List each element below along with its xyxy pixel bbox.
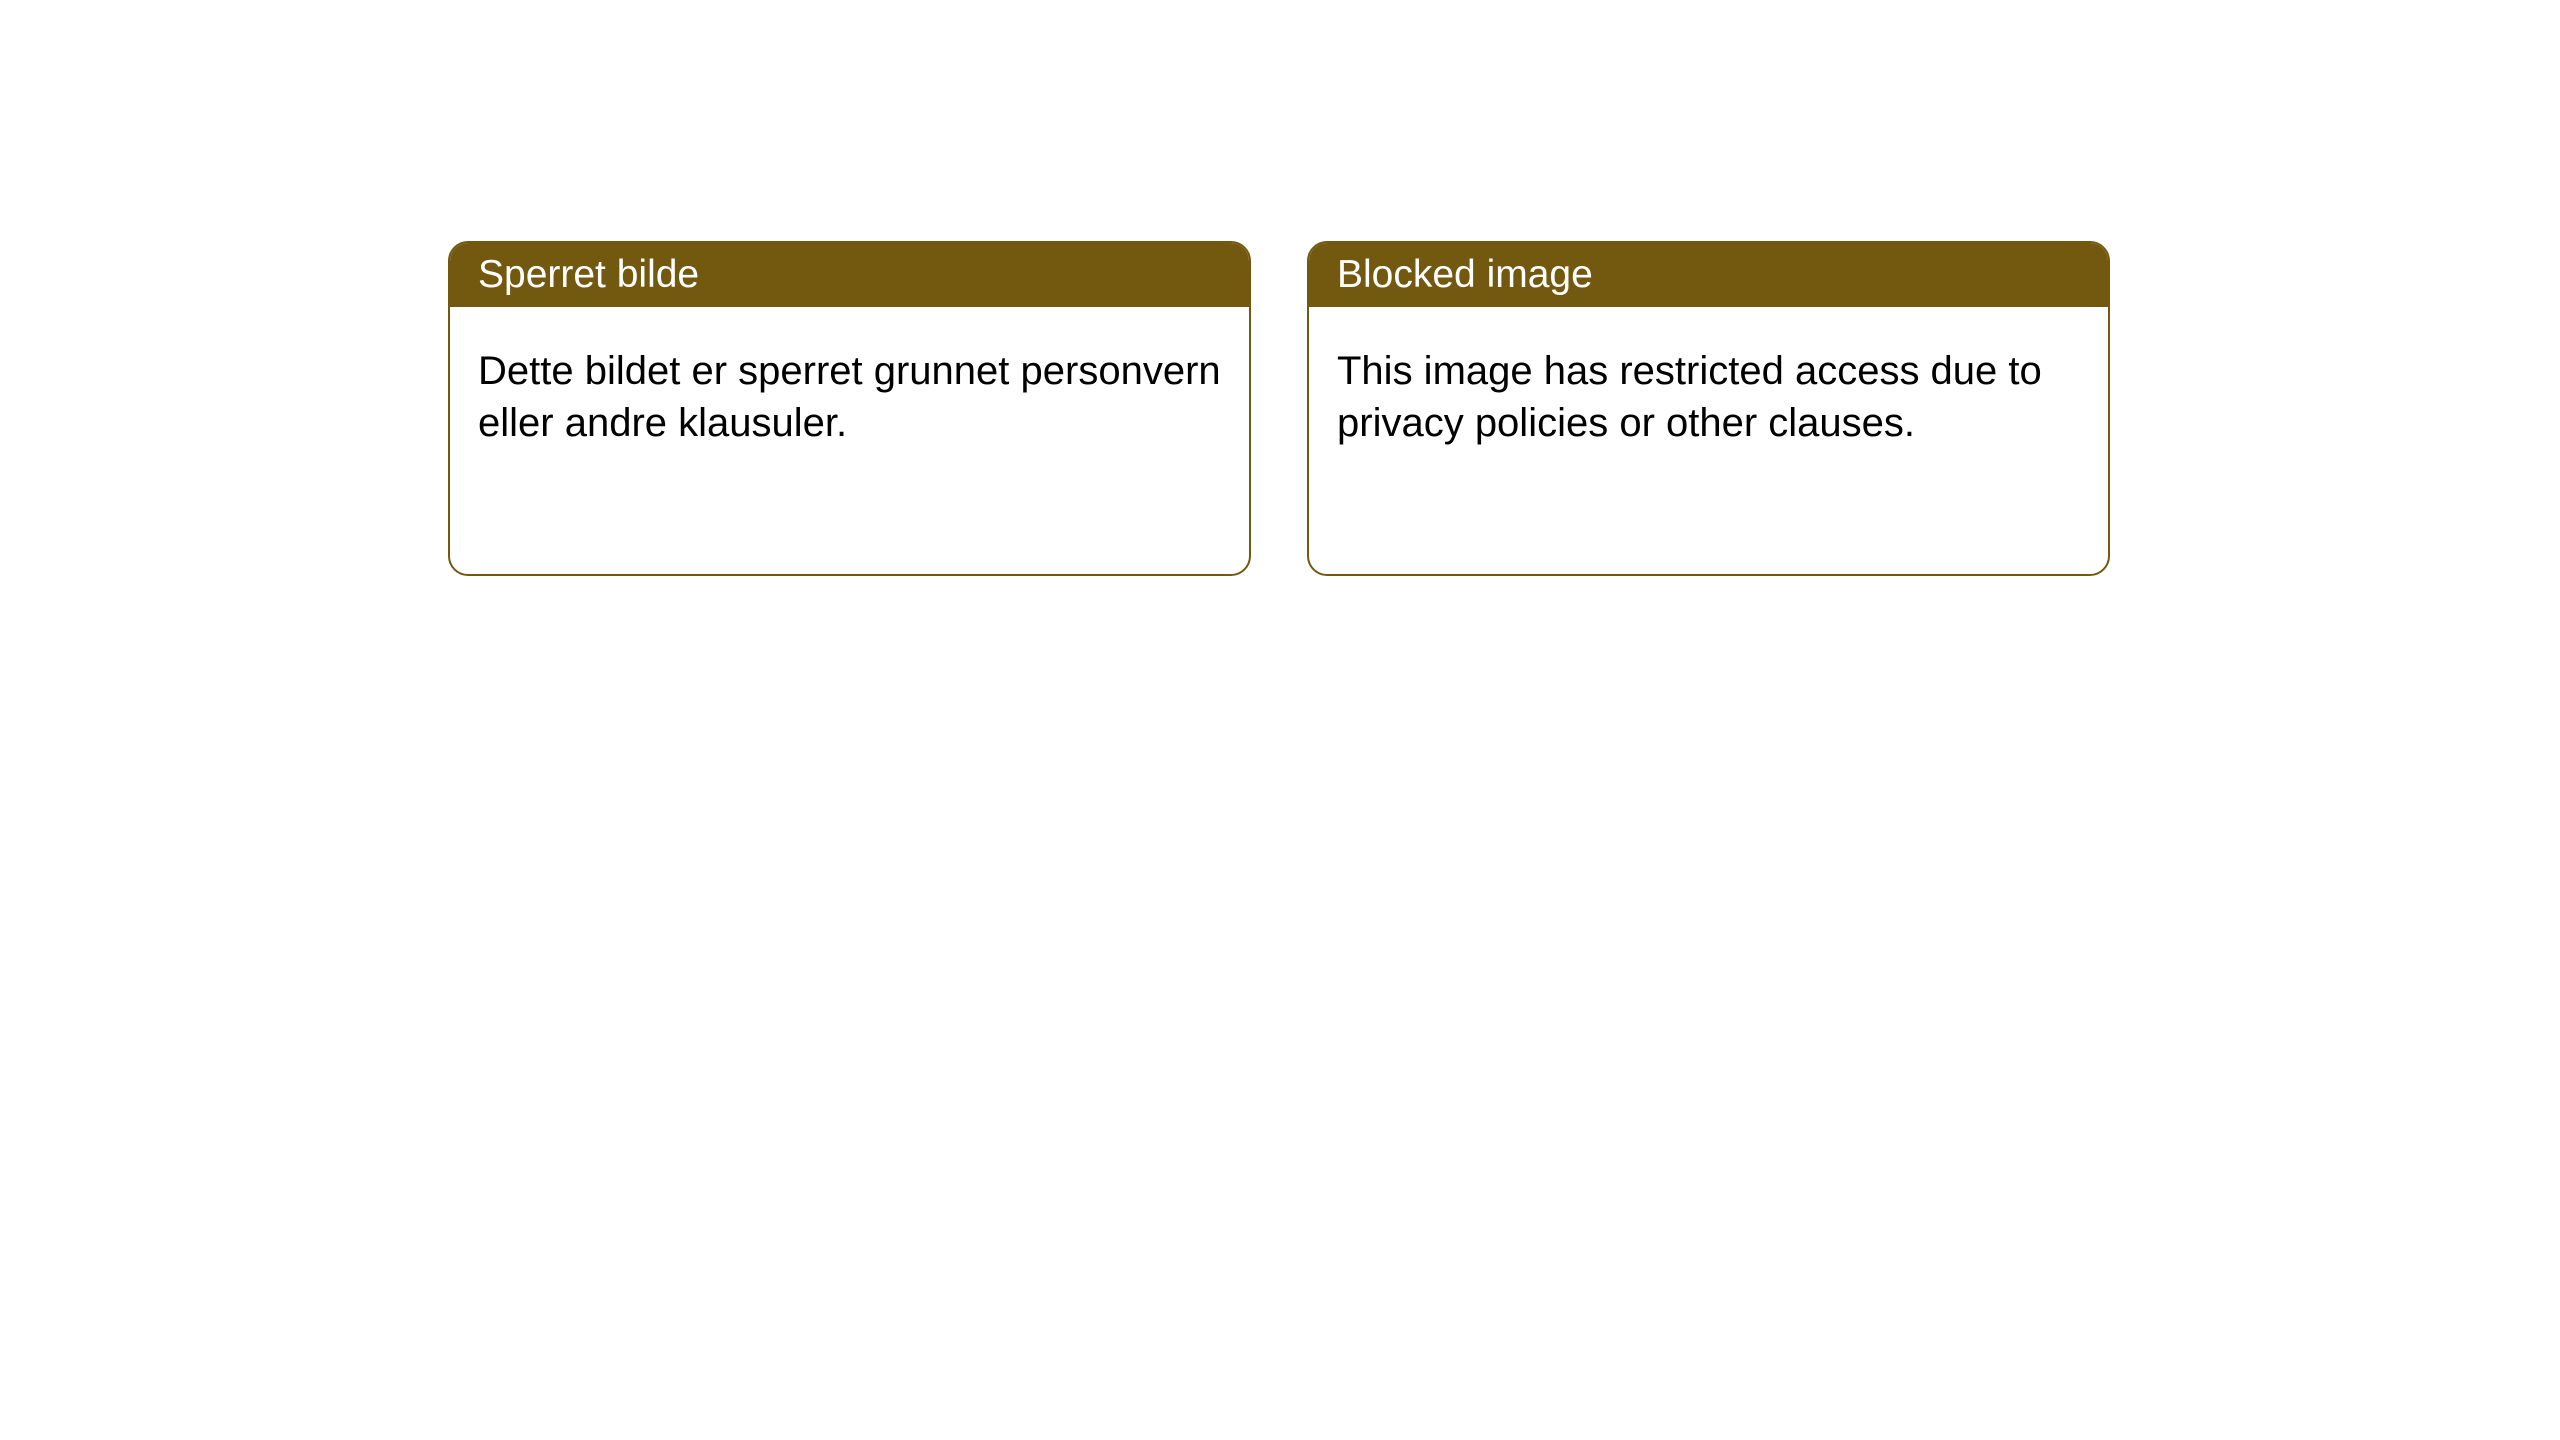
notice-header: Blocked image	[1309, 243, 2108, 307]
notice-title: Blocked image	[1337, 253, 1593, 296]
notice-title: Sperret bilde	[478, 253, 699, 296]
notice-card-norwegian: Sperret bilde Dette bildet er sperret gr…	[448, 241, 1251, 576]
notice-header: Sperret bilde	[450, 243, 1249, 307]
notice-body-text: This image has restricted access due to …	[1337, 349, 2042, 445]
notice-body: Dette bildet er sperret grunnet personve…	[450, 307, 1249, 487]
notice-body-text: Dette bildet er sperret grunnet personve…	[478, 349, 1221, 445]
notice-card-english: Blocked image This image has restricted …	[1307, 241, 2110, 576]
notices-container: Sperret bilde Dette bildet er sperret gr…	[448, 241, 2110, 576]
notice-body: This image has restricted access due to …	[1309, 307, 2108, 487]
